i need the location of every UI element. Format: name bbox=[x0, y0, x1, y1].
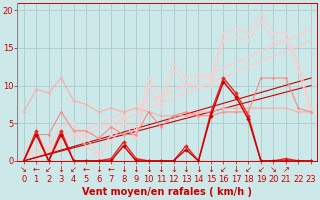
X-axis label: Vent moyen/en rafales ( km/h ): Vent moyen/en rafales ( km/h ) bbox=[82, 187, 252, 197]
